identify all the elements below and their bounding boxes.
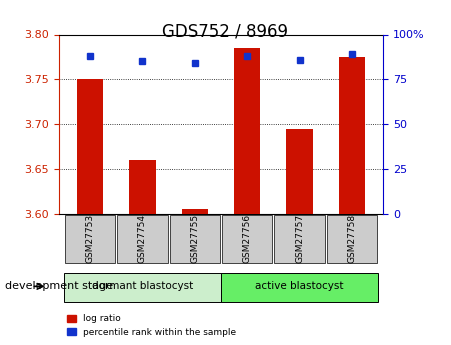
FancyBboxPatch shape (117, 215, 168, 263)
Bar (286, 129, 313, 214)
FancyBboxPatch shape (274, 215, 325, 263)
Text: GSM27755: GSM27755 (190, 214, 199, 264)
Text: GDS752 / 8969: GDS752 / 8969 (162, 22, 289, 40)
FancyBboxPatch shape (65, 215, 115, 263)
Text: GSM27756: GSM27756 (243, 214, 252, 264)
FancyBboxPatch shape (221, 273, 378, 302)
Bar (339, 57, 365, 214)
Text: GSM27754: GSM27754 (138, 214, 147, 264)
Text: GSM27757: GSM27757 (295, 214, 304, 264)
Text: active blastocyst: active blastocyst (255, 282, 344, 291)
Bar (129, 160, 156, 214)
FancyBboxPatch shape (222, 215, 272, 263)
Bar (234, 48, 260, 214)
Bar (77, 79, 103, 214)
FancyBboxPatch shape (64, 273, 221, 302)
Text: GSM27753: GSM27753 (86, 214, 95, 264)
Text: GSM27758: GSM27758 (347, 214, 356, 264)
Bar (182, 209, 208, 214)
Legend: log ratio, percentile rank within the sample: log ratio, percentile rank within the sa… (63, 311, 240, 341)
Text: dormant blastocyst: dormant blastocyst (92, 282, 193, 291)
Text: development stage: development stage (5, 282, 113, 291)
FancyBboxPatch shape (170, 215, 220, 263)
FancyBboxPatch shape (327, 215, 377, 263)
